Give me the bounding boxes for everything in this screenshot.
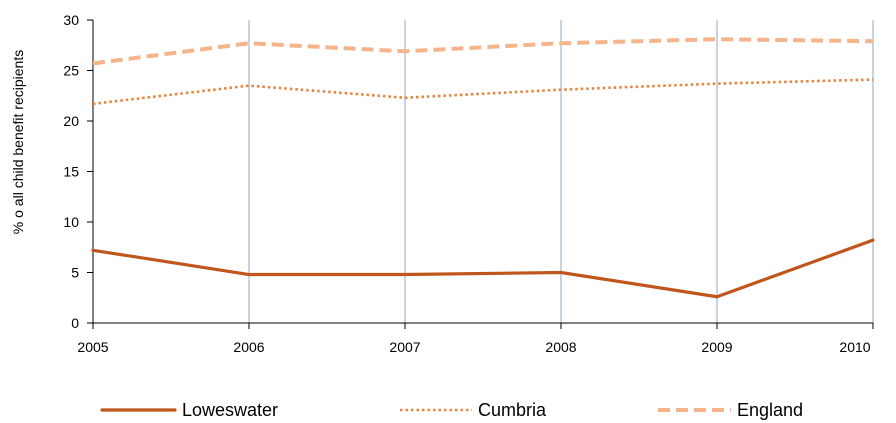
legend: Loweswater Cumbria England [100, 400, 803, 420]
x-tick-label-2009: 2009 [701, 339, 732, 355]
y-tick-label-25: 25 [63, 63, 79, 79]
x-tick-label-2008: 2008 [545, 339, 576, 355]
x-tick-label-2005: 2005 [77, 339, 108, 355]
y-tick-label-10: 10 [63, 214, 79, 230]
y-tick-label-0: 0 [71, 315, 79, 331]
y-tick-label-5: 5 [71, 265, 79, 281]
grid-layer [248, 20, 874, 323]
legend-label-cumbria: Cumbria [478, 400, 547, 420]
legend-label-england: England [737, 400, 803, 420]
series-line-england [92, 37, 874, 66]
series-line-cumbria [92, 78, 874, 106]
x-tick-label-2010: 2010 [839, 339, 870, 355]
y-tick-label-15: 15 [63, 164, 79, 180]
y-tick-label-30: 30 [63, 12, 79, 28]
x-tick-label-2007: 2007 [389, 339, 420, 355]
axes-layer [87, 19, 874, 329]
labels-layer: 0 5 10 15 20 25 30 2005 2006 2007 2008 2009 2010 [63, 12, 870, 355]
legend-label-loweswater: Loweswater [182, 400, 278, 420]
series-layer [91, 37, 875, 299]
y-tick-label-20: 20 [63, 113, 79, 129]
x-tick-label-2006: 2006 [233, 339, 264, 355]
series-line-loweswater [91, 238, 875, 299]
y-axis-title: % o all child benefit recipients [10, 50, 26, 234]
